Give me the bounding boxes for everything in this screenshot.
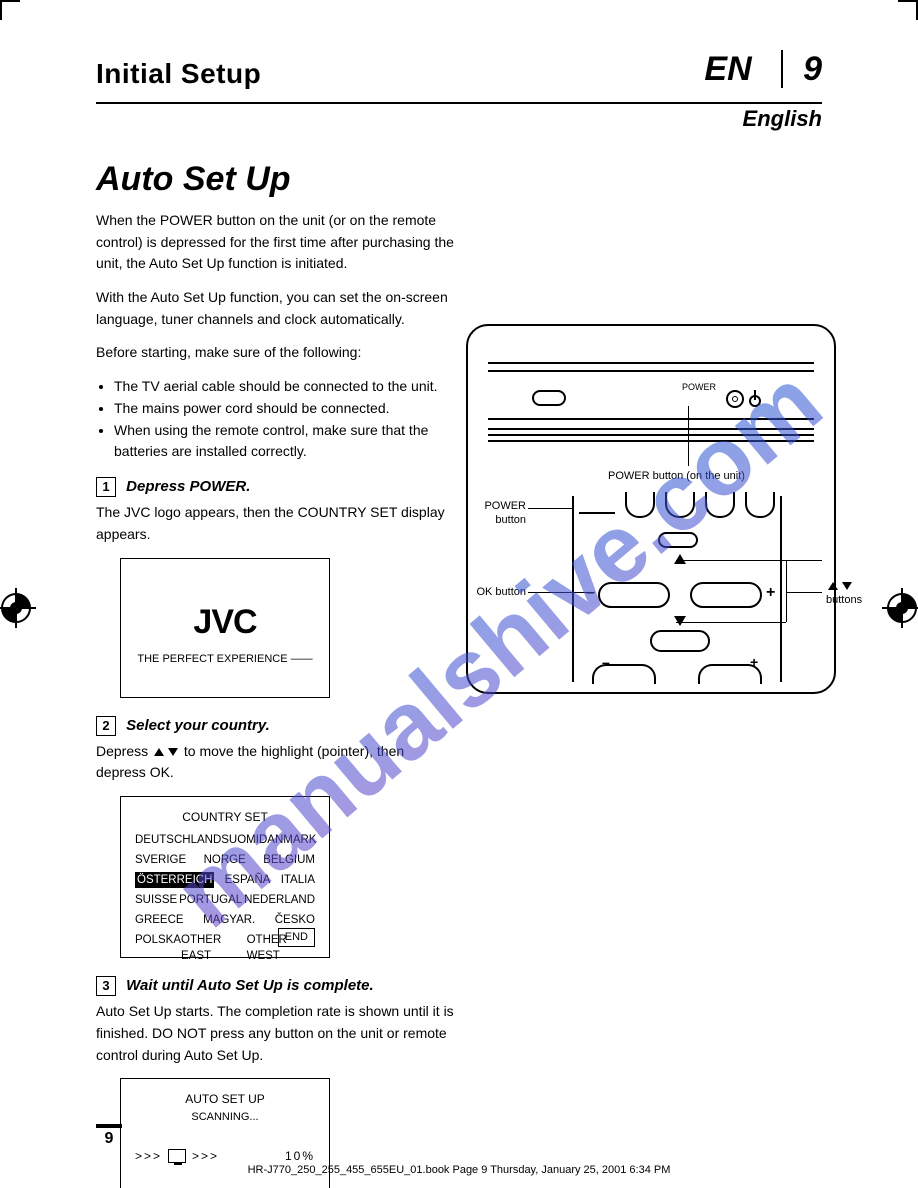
step3-head: 3 Wait until Auto Set Up is complete.: [96, 974, 456, 997]
remote-power-label: POWER button: [472, 500, 526, 528]
step2-text: Depress to move the highlight (pointer),…: [96, 741, 456, 784]
ok-right-btn: [690, 582, 762, 608]
crop-mark: [898, 0, 918, 20]
section-title: Auto Set Up: [96, 160, 291, 199]
header-title: Initial Setup: [96, 58, 261, 90]
power-label: POWER: [682, 382, 716, 392]
auto-bar: >>> >>> 10%: [135, 1148, 315, 1165]
header-rule: [96, 102, 822, 104]
remote-btn: [745, 492, 775, 518]
step-number: 2: [96, 716, 116, 736]
bar-right: >>>: [192, 1148, 219, 1165]
remote-btn: [625, 492, 655, 518]
leader-line: [528, 592, 594, 593]
crop-mark: [0, 0, 20, 20]
intro-p1: When the POWER button on the unit (or on…: [96, 210, 456, 275]
remote-box: – + – +: [572, 496, 782, 682]
tv-power-label: POWER button (on the unit): [608, 470, 745, 482]
leader-line: [676, 560, 822, 561]
remote-pill: [650, 630, 710, 652]
down-arrow-icon: [674, 616, 686, 626]
diagram-box: POWER POWER button (on the unit): [466, 324, 836, 694]
country-row: DEUTSCHLANDSUOMIDANMARK: [135, 832, 315, 848]
up-icon: [154, 748, 164, 756]
intro-p2: With the Auto Set Up function, you can s…: [96, 287, 456, 330]
remote-bot-btn: [698, 664, 762, 684]
step-number: 1: [96, 477, 116, 497]
step3-text: Auto Set Up starts. The completion rate …: [96, 1001, 456, 1066]
page-number: 9: [96, 1124, 122, 1148]
leader-line: [676, 622, 786, 623]
page: Initial Setup EN 9 English Auto Set Up W…: [0, 0, 918, 1188]
bar-left: >>>: [135, 1148, 162, 1165]
step-title: Wait until Auto Set Up is complete.: [126, 977, 374, 994]
registration-mark-right: [882, 588, 918, 628]
remote-btn: [665, 492, 695, 518]
header-num: 9: [781, 50, 822, 88]
t: Depress: [96, 743, 152, 759]
remote-btn: [579, 492, 615, 514]
intro-li: The TV aerial cable should be connected …: [114, 376, 456, 398]
ok-left-btn: [598, 582, 670, 608]
power-led-icon: [726, 390, 744, 408]
header-en: EN: [704, 50, 751, 88]
jvc-logo: JVC: [135, 599, 315, 647]
bar-pct: 10%: [285, 1148, 315, 1165]
country-row: SVERIGENORGEBELGIUM: [135, 852, 315, 868]
country-row: ÖSTERREICHESPAÑAITALIA: [135, 872, 315, 888]
tv-icon: [168, 1149, 186, 1163]
footer-file: HR-J770_250_255_455_655EU_01.book Page 9…: [248, 1164, 671, 1176]
header-page: EN 9: [704, 50, 822, 89]
up-arrow-icon: [674, 554, 686, 564]
body-column: When the POWER button on the unit (or on…: [96, 210, 456, 1188]
intro-list: The TV aerial cable should be connected …: [96, 376, 456, 463]
up-icon: [828, 582, 838, 590]
slot: [532, 390, 566, 406]
intro-li: The mains power cord should be connected…: [114, 398, 456, 420]
leader-line: [786, 560, 787, 622]
minus-icon: –: [586, 584, 595, 602]
down-icon: [842, 582, 852, 590]
t: buttons: [826, 594, 862, 606]
country-title: COUNTRY SET: [135, 809, 315, 826]
auto-sub: SCANNING...: [135, 1110, 315, 1125]
leader-line: [528, 508, 572, 509]
step2-head: 2 Select your country.: [96, 714, 456, 737]
step-title: Select your country.: [126, 717, 270, 734]
down-icon: [168, 748, 178, 756]
auto-title: AUTO SET UP: [135, 1091, 315, 1108]
standby-icon: [748, 390, 762, 408]
screen-country: COUNTRY SET DEUTSCHLANDSUOMIDANMARK SVER…: [120, 796, 330, 958]
country-row: GREECEMAGYAR.ČESKO: [135, 912, 315, 928]
header-lang: English: [743, 106, 822, 132]
step-number: 3: [96, 976, 116, 996]
ok-label: OK button: [472, 586, 526, 600]
step-title: Depress POWER.: [126, 478, 250, 495]
registration-mark-left: [0, 588, 36, 628]
step1-head: 1 Depress POWER.: [96, 475, 456, 498]
remote-bot-btn: [592, 664, 656, 684]
jvc-sub: THE PERFECT EXPERIENCE ——: [135, 652, 315, 667]
updown-label: buttons: [826, 580, 862, 608]
numrow: [574, 492, 780, 518]
leader-line: [688, 406, 689, 466]
remote-pill: [658, 532, 698, 548]
country-end: END: [278, 928, 315, 947]
intro-before: Before starting, make sure of the follow…: [96, 342, 456, 364]
intro-li: When using the remote control, make sure…: [114, 420, 456, 463]
remote-area: – + – + POWER button OK button buttons: [528, 496, 814, 672]
step1-text: The JVC logo appears, then the COUNTRY S…: [96, 502, 456, 545]
tv-strip: POWER POWER button (on the unit): [488, 356, 814, 456]
screen-jvc: JVC THE PERFECT EXPERIENCE ——: [120, 558, 330, 698]
leader-line: [786, 592, 822, 593]
remote-btn: [705, 492, 735, 518]
plus-icon: +: [766, 584, 775, 602]
country-row: SUISSEPORTUGALNEDERLAND: [135, 892, 315, 908]
